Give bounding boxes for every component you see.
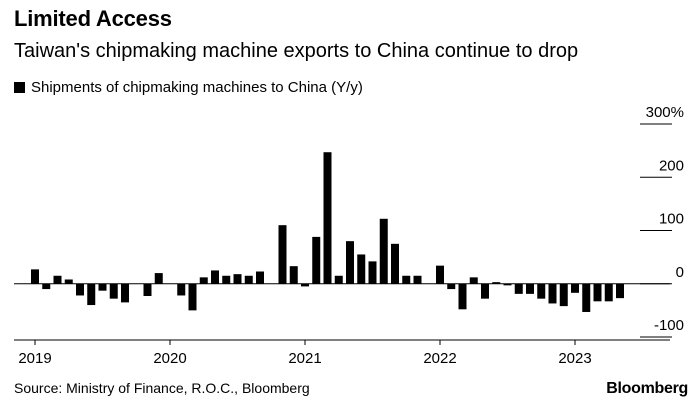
- bar-2019-01: [31, 269, 39, 284]
- bar-2019-12: [154, 273, 163, 284]
- legend-label: Shipments of chipmaking machines to Chin…: [31, 79, 363, 96]
- bar-2022-12: [559, 283, 568, 307]
- x-tick-label-3: 2022: [423, 350, 456, 367]
- bar-2020-04: [199, 277, 208, 284]
- bloomberg-logo: Bloomberg: [606, 380, 688, 397]
- bar-2021-09: [391, 243, 399, 284]
- y-tick-label-3: 0: [676, 264, 684, 281]
- bar-2022-03: [458, 283, 467, 310]
- bar-2020-07: [233, 274, 242, 284]
- bar-2019-06: [87, 283, 96, 306]
- bar-2023-05: [616, 283, 624, 299]
- y-tick-label-1: 200: [659, 157, 684, 174]
- bar-2020-11: [278, 225, 287, 284]
- bar-2023-04: [604, 283, 613, 302]
- x-tick-label-2: 2021: [288, 350, 321, 367]
- bar-2020-03: [188, 283, 197, 311]
- x-tick-label-1: 2020: [153, 350, 186, 367]
- y-tick-label-4: -100: [654, 317, 684, 334]
- bar-2019-11: [143, 283, 152, 296]
- bar-2022-04: [469, 277, 478, 284]
- legend: Shipments of chipmaking machines to Chin…: [14, 79, 363, 96]
- bar-2021-11: [413, 275, 422, 284]
- bar-2020-02: [177, 283, 186, 296]
- bar-2020-09: [256, 271, 264, 284]
- bar-2021-10: [402, 275, 411, 284]
- x-tick-label-0: 2019: [18, 350, 51, 367]
- bar-2021-04: [334, 275, 343, 284]
- bar-2023-02: [582, 283, 591, 312]
- y-tick-label-0: 300%: [646, 104, 684, 121]
- bar-2022-05: [481, 283, 489, 299]
- bar-2019-03: [53, 275, 62, 284]
- bar-2019-08: [109, 283, 118, 299]
- bar-2023-03: [593, 283, 602, 302]
- bar-2019-04: [64, 279, 73, 284]
- bar-2020-05: [211, 270, 219, 284]
- bar-2021-02: [312, 236, 321, 284]
- bar-2022-08: [514, 283, 523, 294]
- bar-2022-06: [492, 282, 501, 284]
- chart-title: Limited Access: [14, 6, 172, 31]
- bar-2019-07: [98, 283, 107, 291]
- bar-2020-06: [222, 275, 231, 284]
- y-tick-label-2: 100: [659, 211, 684, 228]
- bar-2022-01: [436, 265, 444, 284]
- bar-2021-03: [323, 152, 332, 284]
- bar-2019-02: [42, 283, 51, 290]
- bar-2020-12: [289, 266, 298, 284]
- bar-2021-05: [346, 241, 354, 284]
- x-tick-label-4: 2023: [558, 350, 591, 367]
- bar-2021-06: [357, 254, 366, 284]
- bar-2019-09: [121, 283, 129, 303]
- bar-2021-08: [379, 218, 388, 284]
- bar-2020-08: [244, 275, 253, 284]
- bar-2021-07: [368, 261, 377, 284]
- bar-2019-05: [76, 283, 84, 296]
- bar-2021-01: [301, 283, 309, 287]
- chart-subtitle: Taiwan's chipmaking machine exports to C…: [14, 40, 579, 62]
- legend-swatch: [14, 82, 25, 93]
- bar-2022-10: [537, 283, 546, 299]
- source-note: Source: Ministry of Finance, R.O.C., Blo…: [14, 380, 310, 396]
- bar-2022-11: [548, 283, 557, 304]
- bar-2023-01: [571, 283, 579, 293]
- bar-2022-02: [447, 283, 456, 290]
- bar-2022-07: [503, 283, 512, 286]
- bar-2022-09: [526, 283, 534, 294]
